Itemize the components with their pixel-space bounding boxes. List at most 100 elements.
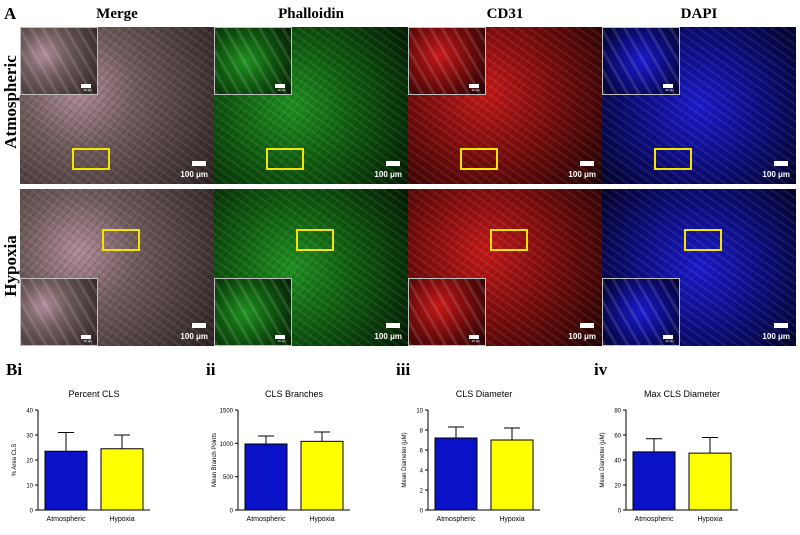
y-tick-label: 1000 — [220, 442, 234, 448]
y-tick-label: 40 — [614, 459, 621, 465]
bar-chart: 0 500 1000 1500 Mean Branch Points Atmospheri… — [212, 409, 350, 523]
x-tick-label: Hypoxia — [309, 516, 334, 523]
y-axis-label: % Area CLS — [12, 444, 18, 477]
scale-bar-label: 100 μm — [568, 332, 596, 341]
y-tick-label: 2 — [420, 489, 424, 495]
micrograph-hypoxia-merge: 20 μm 100 μm — [20, 189, 214, 346]
magnified-inset: 20 μm — [602, 27, 680, 95]
y-tick-label: 10 — [416, 409, 423, 415]
inset-scale-label: 20 μm — [277, 88, 286, 92]
bar-atmospheric — [244, 443, 288, 511]
inset-texture — [215, 279, 291, 345]
micrograph-hypoxia-phalloidin: 20 μm 100 μm — [214, 189, 408, 346]
roi-box — [684, 229, 722, 251]
inset-scale-label: 20 μm — [83, 88, 92, 92]
micrograph-atmospheric-phalloidin: 20 μm 100 μm — [214, 27, 408, 184]
roi-box — [266, 148, 304, 170]
chart-panel-label: iii — [396, 360, 411, 379]
scale-bar-label: 100 μm — [762, 332, 790, 341]
y-tick-label: 0 — [230, 509, 234, 515]
x-tick-label: Atmospheric — [635, 516, 674, 523]
y-tick-label: 0 — [30, 509, 34, 515]
scale-bar-label: 100 μm — [180, 332, 208, 341]
magnified-inset: 20 μm — [20, 278, 98, 346]
inset-scale-bar — [275, 84, 285, 88]
chart-title: CLS Diameter — [455, 389, 513, 399]
y-tick-label: 60 — [614, 434, 621, 440]
roi-box — [72, 148, 110, 170]
scale-bar — [774, 323, 788, 328]
inset-scale-bar — [275, 335, 285, 339]
bar-chart: 0 20 40 60 80 Mean Diameter (μM) Atmospheric Hy… — [600, 409, 738, 523]
y-tick-label: 6 — [420, 449, 424, 455]
chart-panel-label: ii — [206, 360, 216, 379]
inset-scale-label: 20 μm — [83, 339, 92, 343]
micrograph-atmospheric-dapi: 20 μm 100 μm — [602, 27, 796, 184]
inset-scale-label: 20 μm — [665, 339, 674, 343]
bar-chart: 0 2 4 6 8 10 Mean Diameter (μM) Atmospheric Hypo… — [402, 409, 540, 523]
inset-texture — [603, 28, 679, 94]
y-tick-label: 80 — [614, 409, 621, 415]
x-tick-label: Hypoxia — [499, 516, 524, 523]
chart-panel-label: Bi — [6, 360, 23, 379]
micrograph-atmospheric-merge: 20 μm 100 μm — [20, 27, 214, 184]
inset-scale-bar — [663, 84, 673, 88]
chart-title: Percent CLS — [68, 389, 120, 399]
chart-title: Max CLS Diameter — [643, 389, 721, 399]
bar-hypoxia — [100, 448, 144, 511]
y-axis-label: Mean Branch Points — [212, 433, 218, 487]
bar-atmospheric — [632, 451, 676, 511]
inset-texture — [21, 279, 97, 345]
y-axis-label: Mean Diameter (μM) — [600, 432, 606, 487]
scale-bar — [192, 161, 206, 166]
column-header-merge: Merge — [96, 6, 138, 22]
scale-bar — [774, 161, 788, 166]
bar-hypoxia — [490, 439, 534, 511]
micrograph-atmospheric-cd31: 20 μm 100 μm — [408, 27, 602, 184]
roi-box — [460, 148, 498, 170]
scale-bar — [386, 161, 400, 166]
inset-scale-label: 20 μm — [665, 88, 674, 92]
column-header-phalloidin: Phalloidin — [278, 6, 344, 22]
panel-a-letter: A — [4, 4, 17, 23]
scale-bar-label: 100 μm — [762, 170, 790, 179]
inset-scale-bar — [469, 84, 479, 88]
x-tick-label: Atmospheric — [437, 516, 476, 523]
roi-box — [102, 229, 140, 251]
magnified-inset: 20 μm — [214, 278, 292, 346]
inset-scale-label: 20 μm — [471, 88, 480, 92]
bar-atmospheric — [434, 437, 478, 511]
chart-title: CLS Branches — [264, 389, 324, 399]
inset-texture — [215, 28, 291, 94]
inset-scale-bar — [469, 335, 479, 339]
y-tick-label: 8 — [420, 429, 424, 435]
magnified-inset: 20 μm — [408, 278, 486, 346]
column-header-cd31: CD31 — [486, 6, 524, 22]
y-tick-label: 500 — [223, 475, 234, 481]
magnified-inset: 20 μm — [602, 278, 680, 346]
inset-texture — [409, 279, 485, 345]
scale-bar-label: 100 μm — [180, 170, 208, 179]
row-header-hypoxia: Hypoxia — [1, 235, 20, 297]
y-tick-label: 40 — [26, 409, 33, 415]
scale-bar-label: 100 μm — [374, 332, 402, 341]
roi-box — [296, 229, 334, 251]
magnified-inset: 20 μm — [20, 27, 98, 95]
inset-texture — [409, 28, 485, 94]
bar-atmospheric — [44, 450, 88, 511]
scale-bar — [580, 323, 594, 328]
inset-scale-bar — [81, 84, 91, 88]
y-tick-label: 10 — [26, 484, 33, 490]
y-tick-label: 30 — [26, 434, 33, 440]
x-tick-label: Hypoxia — [697, 516, 722, 523]
y-tick-label: 20 — [26, 459, 33, 465]
inset-texture — [603, 279, 679, 345]
scale-bar-label: 100 μm — [374, 170, 402, 179]
y-tick-label: 1500 — [220, 409, 234, 415]
bar-chart: 0 10 20 30 40 % Area CLS Atmospheric Hypoxia — [12, 409, 150, 523]
y-tick-label: 0 — [420, 509, 424, 515]
inset-texture — [21, 28, 97, 94]
magnified-inset: 20 μm — [408, 27, 486, 95]
magnified-inset: 20 μm — [214, 27, 292, 95]
inset-scale-label: 20 μm — [277, 339, 286, 343]
